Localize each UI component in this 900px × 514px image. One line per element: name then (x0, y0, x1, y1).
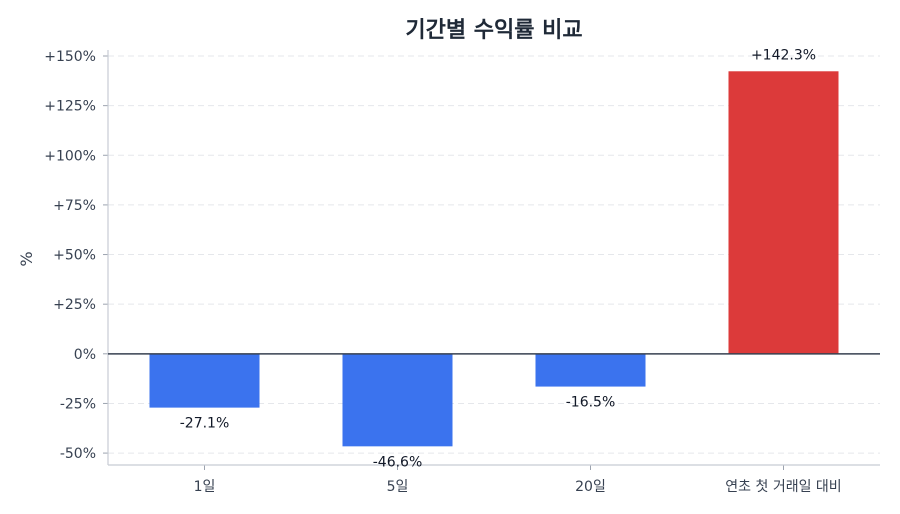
y-tick-label: 0% (74, 347, 96, 363)
y-tick-label: +100% (44, 148, 96, 164)
bars (149, 71, 839, 447)
bar (535, 353, 646, 387)
bar (149, 353, 260, 408)
y-tick-label: -50% (60, 446, 96, 462)
y-axis-label: % (17, 251, 36, 266)
y-tick-label: +50% (53, 248, 96, 264)
x-tick-label: 20일 (575, 479, 606, 495)
bar (342, 353, 453, 447)
data-label: -27.1% (180, 416, 230, 432)
bar (728, 71, 839, 354)
y-tick-label: -25% (60, 396, 96, 412)
y-tick-label: +25% (53, 297, 96, 313)
y-tick-label: +125% (44, 99, 96, 115)
y-tick-label: +75% (53, 198, 96, 214)
x-tick-label: 연초 첫 거래일 대비 (725, 479, 841, 495)
data-label: -16.5% (566, 395, 616, 411)
y-tick-label: +150% (44, 49, 96, 65)
x-tick-label: 1일 (194, 479, 216, 495)
axes: -50% -25% 0% +25% +50% +75% +100% +125% +150% 1일 5… (44, 49, 880, 495)
chart-title: 기간별 수익률 비교 (405, 18, 582, 43)
data-label: -46.6% (373, 454, 423, 470)
data-labels: -27.1% -46.6% -16.5% +142.3% (180, 47, 816, 470)
data-label: +142.3% (751, 47, 816, 63)
x-tick-label: 5일 (387, 479, 409, 495)
